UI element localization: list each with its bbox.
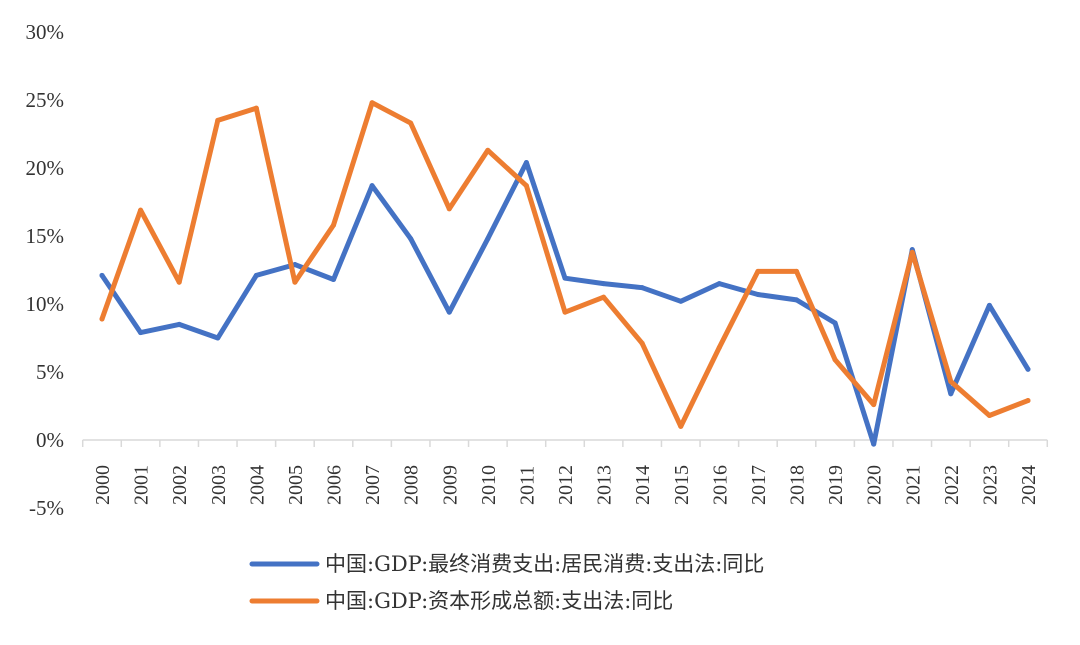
data-point — [253, 272, 259, 278]
data-point — [639, 340, 645, 346]
x-tick-label: 2016 — [709, 465, 731, 505]
y-tick-label: 15% — [26, 224, 65, 248]
x-tick-label: 2001 — [131, 465, 153, 505]
x-tick-label: 2010 — [478, 465, 500, 505]
data-point — [485, 236, 491, 242]
data-point — [176, 321, 182, 327]
data-point — [369, 100, 375, 106]
data-point — [523, 183, 529, 189]
data-point — [794, 268, 799, 274]
data-point — [755, 268, 761, 274]
data-point — [948, 391, 954, 397]
data-point — [408, 236, 414, 242]
legend-label-consumption: 中国:GDP:最终消费支出:居民消费:支出法:同比 — [325, 552, 764, 576]
data-point — [755, 291, 761, 297]
data-point — [1025, 398, 1031, 404]
y-tick-label: -5% — [29, 496, 64, 520]
data-point — [562, 309, 568, 315]
x-tick-label: 2019 — [825, 465, 847, 505]
data-point — [986, 302, 992, 308]
y-tick-label: 5% — [36, 360, 64, 384]
x-tick-label: 2014 — [632, 465, 654, 505]
data-point — [716, 281, 722, 287]
x-tick-label: 2009 — [439, 465, 461, 505]
x-tick-label: 2012 — [555, 465, 577, 505]
legend-label-capital-formation: 中国:GDP:资本形成总额:支出法:同比 — [325, 589, 673, 613]
data-point — [215, 117, 221, 123]
data-point — [871, 441, 877, 447]
data-point — [408, 120, 414, 126]
axis-layer: -5% 0% 5% 10% 15% 20% 25% 30% 2000 2001 2002 2003 20… — [26, 20, 1049, 520]
x-tick-label: 2013 — [594, 465, 616, 505]
x-tick-label: 2017 — [748, 465, 770, 505]
data-point — [176, 279, 182, 285]
x-tick-label: 2015 — [671, 465, 693, 505]
data-point — [948, 379, 954, 385]
data-point — [446, 206, 452, 212]
data-point — [601, 294, 607, 300]
data-point — [678, 423, 684, 429]
data-point — [832, 357, 838, 363]
legend: 中国:GDP:最终消费支出:居民消费:支出法:同比 中国:GDP:资本形成总额:… — [249, 552, 764, 613]
data-point — [986, 413, 992, 419]
x-tick-label: 2020 — [864, 465, 886, 505]
x-tick-label: 2005 — [285, 465, 307, 505]
legend-item-consumption: 中国:GDP:最终消费支出:居民消费:支出法:同比 — [249, 552, 764, 576]
x-tick-label: 2011 — [516, 466, 538, 505]
data-point — [446, 309, 452, 315]
data-point — [601, 281, 607, 287]
x-tick-label: 2018 — [787, 465, 809, 505]
data-point — [639, 285, 645, 291]
legend-item-capital-formation: 中国:GDP:资本形成总额:支出法:同比 — [249, 589, 673, 613]
x-tick-label: 2007 — [362, 465, 384, 505]
data-point — [1025, 366, 1031, 372]
data-point — [678, 298, 684, 304]
data-point — [871, 402, 877, 408]
data-point — [138, 207, 144, 213]
data-point — [562, 275, 568, 281]
data-point — [794, 297, 799, 303]
x-tick-label: 2004 — [246, 465, 268, 505]
y-tick-label: 20% — [26, 156, 65, 180]
data-point — [909, 249, 915, 255]
data-point — [138, 330, 144, 336]
x-tick-label: 2021 — [902, 465, 924, 505]
data-point — [253, 105, 259, 111]
y-tick-label: 10% — [26, 292, 65, 316]
y-tick-label: 30% — [26, 20, 65, 44]
data-point — [215, 335, 221, 341]
x-tick-label: 2008 — [401, 465, 423, 505]
data-point — [832, 320, 838, 326]
data-point — [292, 279, 298, 285]
x-tick-label: 2024 — [1018, 465, 1040, 505]
data-point — [331, 277, 336, 283]
data-point — [99, 316, 105, 322]
x-tick-label: 2003 — [208, 465, 230, 505]
data-point — [369, 183, 375, 189]
series-layer — [99, 100, 1031, 447]
series-line-consumption — [99, 160, 1031, 447]
x-tick-label: 2022 — [941, 465, 963, 505]
x-tick-label: 2002 — [169, 465, 191, 505]
data-point — [523, 160, 529, 166]
x-tick-label: 2006 — [324, 465, 346, 505]
data-point — [485, 147, 491, 153]
data-point — [716, 345, 722, 351]
y-tick-label: 25% — [26, 88, 65, 112]
data-point — [99, 272, 105, 278]
x-tick-label: 2023 — [979, 465, 1001, 505]
data-point — [331, 222, 336, 228]
y-tick-label: 0% — [36, 428, 64, 452]
x-tick-label: 2000 — [92, 465, 114, 505]
